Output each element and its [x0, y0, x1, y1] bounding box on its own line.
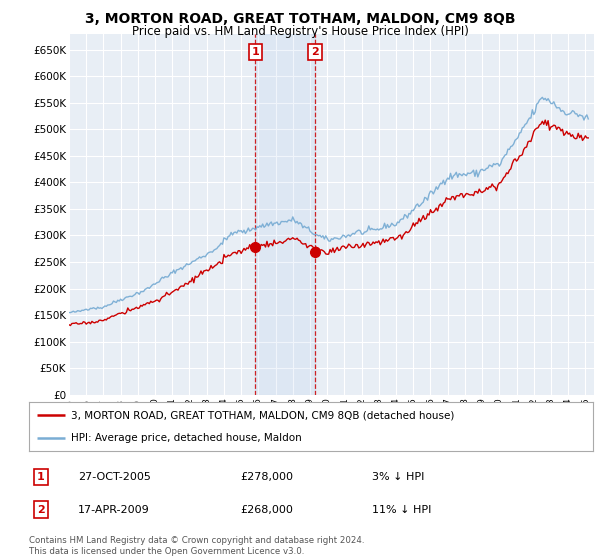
Text: 17-APR-2009: 17-APR-2009: [78, 505, 150, 515]
Text: £278,000: £278,000: [240, 472, 293, 482]
Text: 3, MORTON ROAD, GREAT TOTHAM, MALDON, CM9 8QB: 3, MORTON ROAD, GREAT TOTHAM, MALDON, CM…: [85, 12, 515, 26]
Text: 3, MORTON ROAD, GREAT TOTHAM, MALDON, CM9 8QB (detached house): 3, MORTON ROAD, GREAT TOTHAM, MALDON, CM…: [71, 410, 454, 421]
Text: 1: 1: [251, 47, 259, 57]
Text: 27-OCT-2005: 27-OCT-2005: [78, 472, 151, 482]
Bar: [255, 34, 315, 395]
Text: Contains HM Land Registry data © Crown copyright and database right 2024.
This d: Contains HM Land Registry data © Crown c…: [29, 536, 364, 556]
Text: 2: 2: [37, 505, 44, 515]
Text: 11% ↓ HPI: 11% ↓ HPI: [372, 505, 431, 515]
Text: HPI: Average price, detached house, Maldon: HPI: Average price, detached house, Mald…: [71, 433, 302, 444]
Text: 2: 2: [311, 47, 319, 57]
Text: 3% ↓ HPI: 3% ↓ HPI: [372, 472, 424, 482]
Text: 1: 1: [37, 472, 44, 482]
Text: £268,000: £268,000: [240, 505, 293, 515]
Text: Price paid vs. HM Land Registry's House Price Index (HPI): Price paid vs. HM Land Registry's House …: [131, 25, 469, 38]
